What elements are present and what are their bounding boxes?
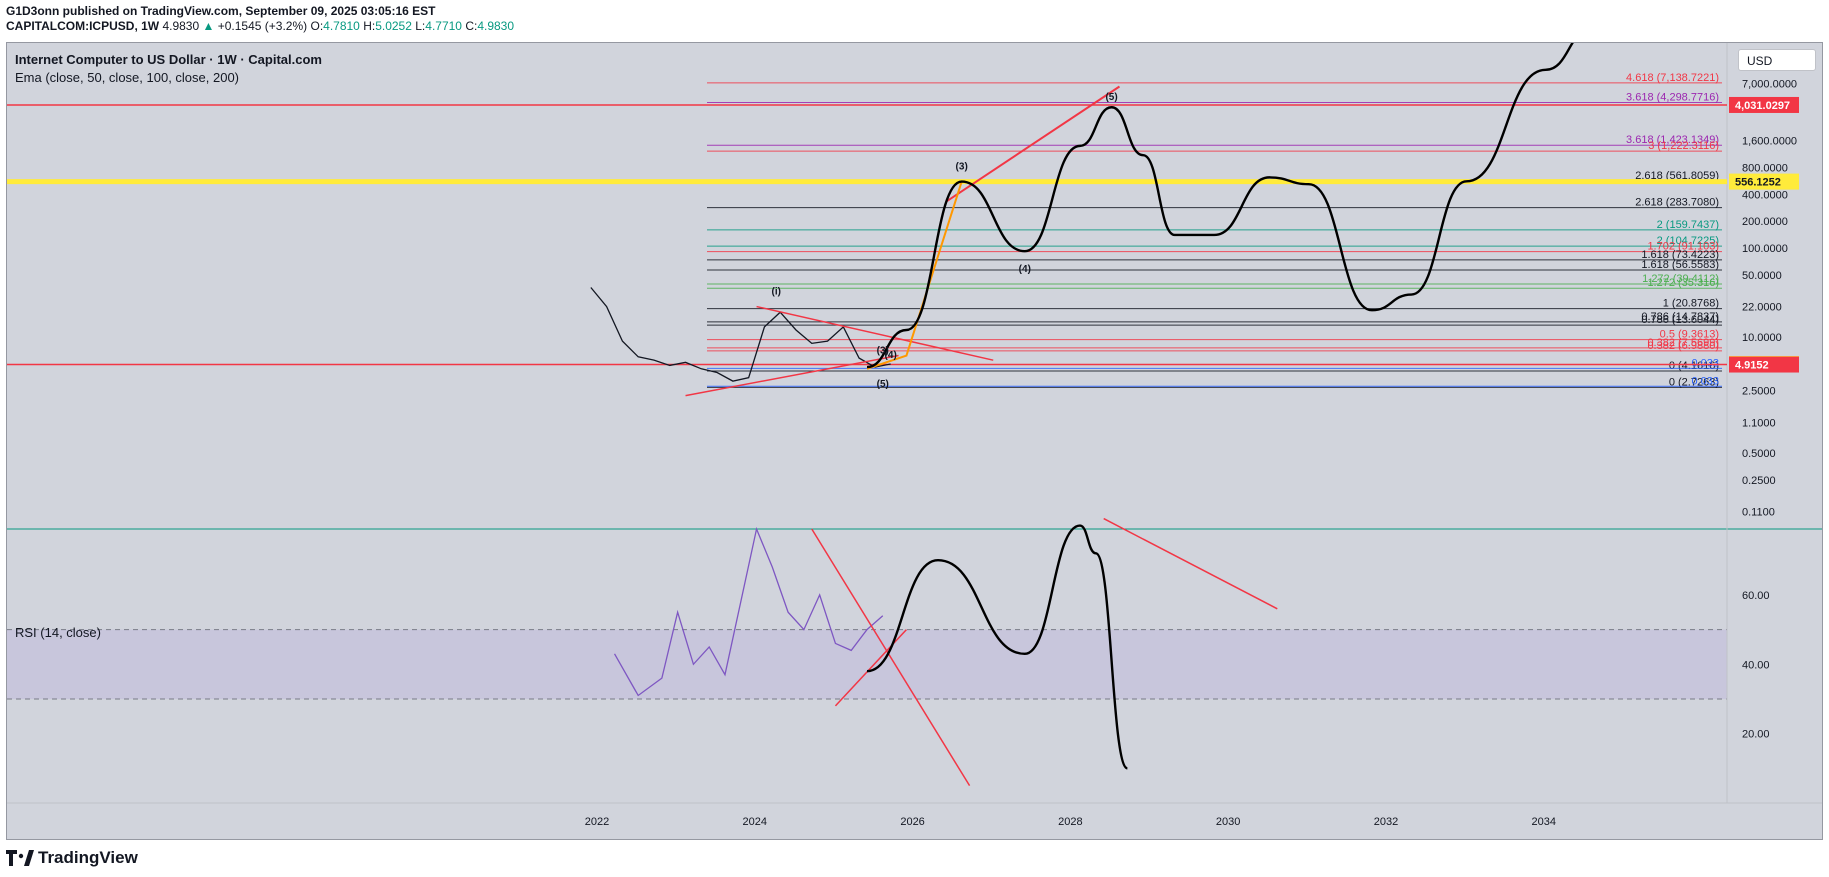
price-tag-label: 4.9152	[1735, 360, 1769, 372]
price-tick-label: 800.0000	[1742, 163, 1788, 175]
open-value: 4.7810	[323, 19, 360, 33]
time-tick-label: 2026	[900, 816, 924, 828]
wave-channel-line	[945, 85, 1121, 203]
price-tick-label: 0.5000	[1742, 448, 1776, 460]
orange-projection-path	[866, 181, 963, 370]
close-value: 4.9830	[477, 19, 515, 33]
support-trendline	[685, 354, 899, 397]
low-value: 4.7710	[425, 19, 462, 33]
chart-title: Internet Computer to US Dollar · 1W · Ca…	[15, 52, 322, 67]
last-price: 4.9830	[162, 19, 200, 33]
rsi-support-trendline	[834, 629, 907, 707]
price-tick-label: 50.0000	[1742, 270, 1782, 282]
tradingview-logo-icon	[6, 850, 34, 866]
price-tick-label: 1.1000	[1742, 417, 1776, 429]
fib-level-label: 1.702 (91.103)	[1647, 241, 1719, 253]
fib-level-label: 2 (104.7225)	[1657, 235, 1719, 247]
high-label: H:	[363, 19, 376, 33]
price-tick-label: 100.0000	[1742, 243, 1788, 255]
time-tick-label: 2024	[743, 816, 767, 828]
price-tick-label: 7,000.0000	[1742, 79, 1797, 91]
price-change: +0.1545 (+3.2%)	[217, 19, 308, 33]
fib-level-label: 2 (159.7437)	[1657, 219, 1719, 231]
price-tag-label: 4,031.0297	[1735, 100, 1790, 112]
fib-level-label: 2.618 (283.7080)	[1635, 197, 1719, 209]
wave-label: (3)	[956, 162, 968, 173]
brand-name: TradingView	[38, 848, 138, 867]
open-label: O:	[310, 19, 324, 33]
fib-level-label: 3.618 (4,298.7716)	[1626, 91, 1719, 103]
publisher-line: G1D3onn published on TradingView.com, Se…	[6, 4, 436, 18]
fib-level-label: 0.033	[1691, 375, 1719, 387]
price-tick-label: 0.1100	[1742, 507, 1775, 519]
time-tick-label: 2034	[1532, 816, 1556, 828]
fib-level-label: 1.618 (56.5583)	[1641, 259, 1719, 271]
wave-label: (i)	[772, 287, 781, 298]
time-tick-label: 2030	[1216, 816, 1240, 828]
fib-level-label: 3 (1,222.3116)	[1648, 140, 1719, 152]
resistance-trendline	[756, 305, 994, 361]
fib-level-label: 1.618 (73.4223)	[1641, 249, 1719, 261]
chart-canvas[interactable]: 7,000.0000 1,600.0000 800.0000 400.0000 200.…	[7, 43, 1823, 840]
fib-level-label: 0.5 (9.3613)	[1660, 329, 1719, 341]
time-tick-label: 2028	[1058, 816, 1082, 828]
projection-path	[866, 43, 1574, 369]
wave-label: (4)	[1019, 264, 1031, 275]
rsi-tick-label: 60.00	[1742, 590, 1770, 602]
fib-level-label: 0.382 (7.5699)	[1647, 337, 1719, 349]
price-tag-label: 556.1252	[1735, 177, 1781, 189]
time-tick-label: 2022	[585, 816, 609, 828]
price-tick-label: 400.0000	[1742, 189, 1788, 201]
symbol-label: CAPITALCOM:ICPUSD, 1W	[6, 19, 160, 33]
rsi-projection-path	[866, 524, 1129, 770]
price-tick-label: 200.0000	[1742, 216, 1788, 228]
up-triangle-icon: ▲	[202, 19, 215, 33]
rsi-band-fill	[7, 629, 1727, 699]
fib-level-label: 1.272 (35.316)	[1647, 277, 1719, 289]
fib-level-label: 0.786 (14.7837)	[1641, 311, 1719, 323]
rsi-tick-label: 40.00	[1742, 659, 1770, 671]
price-tick-label: 0.2500	[1742, 475, 1776, 487]
time-tick-label: 2032	[1374, 816, 1398, 828]
rsi-upper-trendline	[1103, 517, 1278, 610]
price-tick-label: 22.0000	[1742, 302, 1782, 314]
high-value: 5.0252	[375, 19, 412, 33]
rsi-legend[interactable]: RSI (14, close)	[15, 625, 101, 640]
price-series-line	[590, 287, 891, 382]
price-tag-box	[1729, 356, 1799, 373]
fib-level-label: 0.786 (13.6044)	[1641, 314, 1719, 326]
wave-label: (3)	[877, 346, 889, 357]
wave-label: (5)	[877, 379, 889, 390]
fib-level-label: 3.618 (1,423.1349)	[1626, 134, 1719, 146]
fib-level-label: 0.382 (6.9880)	[1647, 340, 1719, 352]
ema-legend[interactable]: Ema (close, 50, close, 100, close, 200)	[15, 70, 240, 85]
fib-level-label: 1 (20.8768)	[1663, 298, 1719, 310]
wave-label: (4)	[885, 350, 897, 361]
fib-level-label: 1.272 (39.4112)	[1642, 273, 1719, 285]
rsi-series-line	[613, 526, 884, 697]
fib-level-label: 0.033	[1691, 357, 1719, 369]
price-tick-label: 1,600.0000	[1742, 136, 1797, 148]
fib-level-label: 4.618 (7,138.7221)	[1626, 72, 1719, 84]
fib-level-label: 0 (2.7263)	[1669, 376, 1719, 388]
currency-selector[interactable]: USD	[1738, 49, 1816, 71]
wave-label: (5)	[1105, 92, 1117, 103]
tradingview-logo: TradingView	[6, 848, 138, 868]
chart-frame[interactable]: 7,000.0000 1,600.0000 800.0000 400.0000 200.…	[6, 42, 1823, 840]
price-tick-label: 2.5000	[1742, 386, 1776, 398]
publish-header: G1D3onn published on TradingView.com, Se…	[6, 4, 514, 34]
price-tick-label: 10.0000	[1742, 332, 1782, 344]
rsi-resistance-trendline	[811, 528, 971, 787]
low-label: L:	[415, 19, 426, 33]
close-label: C:	[465, 19, 478, 33]
rsi-tick-label: 20.00	[1742, 729, 1770, 741]
price-tag-box	[1729, 173, 1799, 190]
fib-level-label: 0 (4.1616)	[1669, 360, 1719, 372]
price-tag-box	[1729, 96, 1799, 113]
